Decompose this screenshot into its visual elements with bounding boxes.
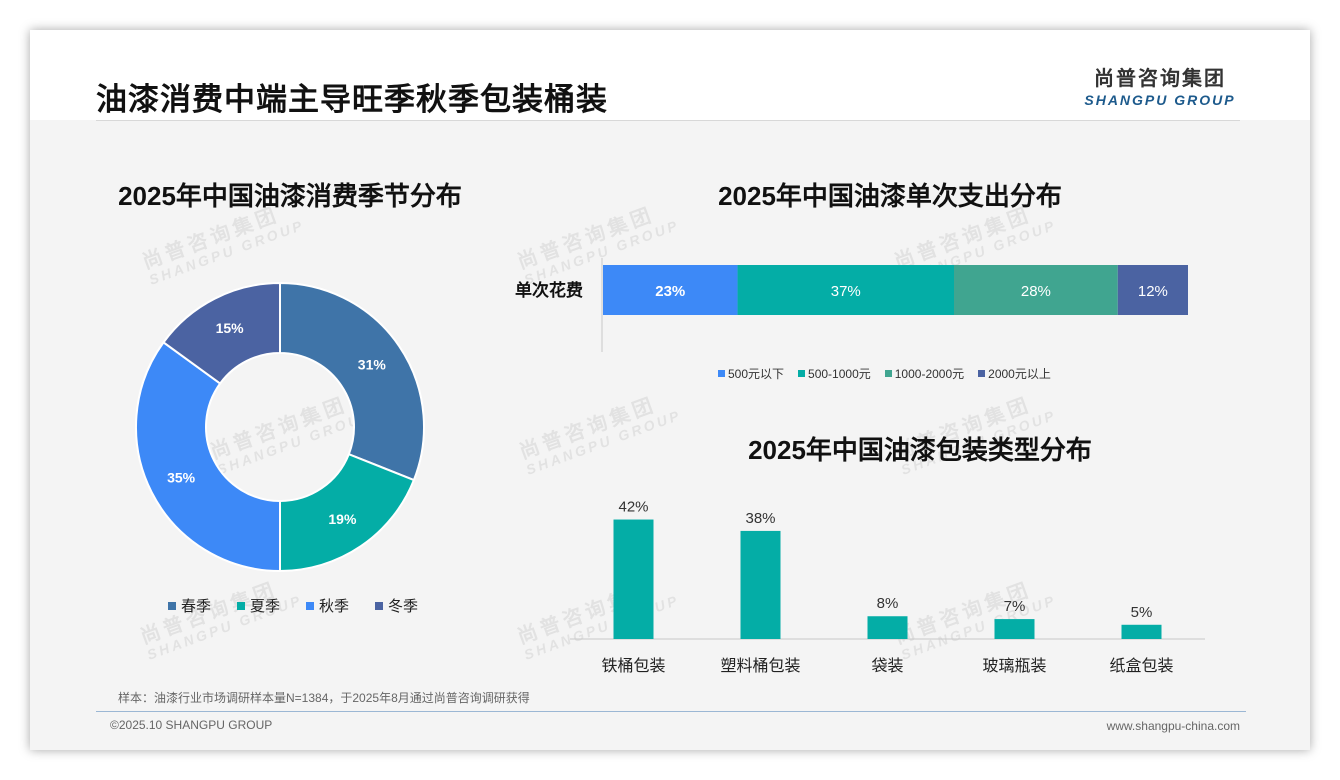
legend-item: 500-1000元 bbox=[798, 365, 871, 382]
legend-label: 秋季 bbox=[319, 598, 350, 615]
legend-label: 2000元以上 bbox=[988, 367, 1051, 381]
donut-slice bbox=[279, 281, 425, 482]
spend-stacked-bar-chart: 单次花费 23% 37% 28% 12% bbox=[515, 258, 1188, 352]
legend-swatch bbox=[718, 370, 725, 377]
footer-divider bbox=[96, 711, 1246, 712]
stacked-segment bbox=[1117, 265, 1188, 315]
bar-value-label: 5% bbox=[1131, 604, 1153, 621]
segment-value-label: 28% bbox=[1021, 283, 1051, 300]
season-legend: 春季 夏季 秋季 冬季 bbox=[168, 595, 444, 616]
stacked-segment bbox=[954, 265, 1118, 315]
legend-label: 1000-2000元 bbox=[894, 367, 965, 381]
legend-label: 夏季 bbox=[250, 598, 281, 615]
slide: 油漆消费中端主导旺季秋季包装桶装 尚普咨询集团 SHANGPU GROUP 尚普… bbox=[30, 30, 1310, 750]
bar-value-label: 38% bbox=[745, 510, 775, 527]
slice-value-label: 35% bbox=[167, 469, 196, 485]
column-bar bbox=[994, 619, 1035, 639]
donut-slice bbox=[135, 340, 281, 573]
segment-value-label: 37% bbox=[831, 283, 861, 300]
bar-value-label: 7% bbox=[1004, 598, 1026, 615]
slice-value-label: 19% bbox=[328, 511, 357, 527]
legend-swatch bbox=[237, 601, 246, 610]
legend-swatch bbox=[798, 370, 806, 377]
title-divider bbox=[96, 120, 1240, 121]
category-tick-label: 玻璃瓶装 bbox=[982, 657, 1046, 675]
page-title: 油漆消费中端主导旺季秋季包装桶装 bbox=[96, 82, 608, 117]
logo-en-text: SHANGPU GROUP bbox=[1084, 92, 1236, 108]
stacked-segment bbox=[737, 265, 954, 315]
header: 油漆消费中端主导旺季秋季包装桶装 尚普咨询集团 SHANGPU GROUP bbox=[30, 30, 1310, 120]
column-bar bbox=[867, 616, 908, 639]
segment-value-label: 23% bbox=[655, 283, 685, 300]
legend-item: 2000元以上 bbox=[978, 365, 1051, 382]
legend-item: 秋季 bbox=[306, 595, 349, 616]
footer-copyright: ©2025.10 SHANGPU GROUP bbox=[110, 718, 273, 732]
company-logo: 尚普咨询集团 SHANGPU GROUP bbox=[1070, 62, 1250, 108]
legend-item: 春季 bbox=[168, 595, 211, 616]
column-bar bbox=[613, 519, 654, 639]
sample-note: 样本：油漆行业市场调研样本量N=1384，于2025年8月通过尚普咨询调研获得 bbox=[118, 691, 530, 705]
category-tick-label: 袋装 bbox=[871, 657, 903, 675]
season-chart-title: 2025年中国油漆消费季节分布 bbox=[118, 181, 462, 211]
donut-slice bbox=[279, 452, 416, 573]
category-tick-label: 铁桶包装 bbox=[601, 657, 665, 675]
legend-swatch bbox=[884, 370, 892, 377]
category-label: 单次花费 bbox=[515, 280, 583, 300]
season-donut-chart: 31% 19% 35% 15% bbox=[135, 281, 425, 573]
logo-cn-text: 尚普咨询集团 bbox=[1094, 68, 1226, 90]
legend-item: 冬季 bbox=[375, 595, 418, 616]
stacked-segment bbox=[603, 265, 738, 315]
package-chart-title: 2025年中国油漆包装类型分布 bbox=[748, 435, 1092, 465]
spend-legend: 500元以下 500-1000元 1000-2000元 2000元以上 bbox=[718, 365, 1065, 382]
legend-item: 夏季 bbox=[237, 595, 280, 616]
bar-value-label: 42% bbox=[618, 499, 648, 516]
column-bar bbox=[740, 530, 781, 639]
slice-value-label: 31% bbox=[358, 357, 387, 373]
spend-chart-title: 2025年中国油漆单次支出分布 bbox=[718, 181, 1062, 211]
legend-item: 1000-2000元 bbox=[884, 365, 965, 382]
legend-swatch bbox=[306, 601, 315, 610]
legend-label: 冬季 bbox=[388, 598, 419, 615]
category-tick-label: 纸盒包装 bbox=[1109, 657, 1173, 675]
slice-value-label: 15% bbox=[216, 320, 245, 336]
bar-value-label: 8% bbox=[877, 595, 899, 612]
legend-swatch bbox=[978, 370, 986, 377]
legend-swatch bbox=[375, 601, 384, 610]
donut-slice bbox=[162, 281, 281, 385]
legend-item: 500元以下 bbox=[718, 365, 784, 382]
legend-label: 500元以下 bbox=[728, 367, 785, 381]
column-bar bbox=[1121, 624, 1162, 639]
legend-label: 500-1000元 bbox=[808, 367, 871, 381]
category-tick-label: 塑料桶包装 bbox=[720, 657, 800, 675]
footer-website[interactable]: www.shangpu-china.com bbox=[1106, 719, 1240, 733]
legend-swatch bbox=[168, 601, 176, 610]
package-bar-chart: 42% 铁桶包装 38% 塑料桶包装 8% 袋装 7% 玻璃瓶装 5% 纸盒包装 bbox=[570, 499, 1205, 675]
segment-value-label: 12% bbox=[1138, 283, 1168, 300]
legend-label: 春季 bbox=[181, 598, 212, 615]
